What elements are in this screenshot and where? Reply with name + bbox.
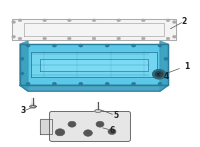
Circle shape (43, 19, 46, 22)
Circle shape (26, 82, 30, 85)
Text: 2: 2 (181, 17, 187, 26)
Circle shape (79, 82, 83, 85)
Circle shape (166, 37, 170, 40)
Circle shape (164, 57, 168, 60)
Circle shape (20, 57, 24, 60)
Circle shape (20, 72, 24, 75)
Circle shape (26, 44, 30, 47)
Circle shape (96, 121, 104, 127)
Circle shape (52, 82, 56, 85)
Circle shape (152, 69, 166, 79)
Circle shape (142, 19, 145, 22)
Circle shape (164, 72, 168, 75)
Polygon shape (20, 41, 28, 91)
Polygon shape (12, 19, 176, 40)
Circle shape (132, 44, 136, 47)
Circle shape (158, 82, 162, 85)
Circle shape (158, 44, 162, 47)
Polygon shape (40, 119, 52, 134)
Circle shape (105, 82, 109, 85)
Text: 1: 1 (184, 62, 190, 71)
Polygon shape (31, 52, 157, 77)
FancyBboxPatch shape (50, 111, 130, 141)
Circle shape (92, 37, 96, 40)
Polygon shape (40, 59, 148, 71)
Circle shape (55, 129, 65, 136)
Circle shape (92, 19, 96, 22)
Circle shape (117, 19, 120, 22)
Circle shape (157, 73, 161, 75)
Circle shape (79, 44, 83, 47)
Circle shape (155, 71, 163, 77)
Circle shape (18, 37, 22, 40)
Polygon shape (20, 85, 168, 91)
Circle shape (105, 44, 109, 47)
Polygon shape (160, 41, 168, 91)
Circle shape (12, 35, 15, 38)
Circle shape (43, 37, 46, 40)
Circle shape (52, 44, 56, 47)
Polygon shape (20, 44, 168, 85)
Circle shape (117, 37, 120, 40)
Circle shape (173, 21, 176, 23)
Circle shape (68, 19, 71, 22)
Circle shape (108, 129, 116, 135)
Circle shape (84, 130, 92, 136)
Circle shape (173, 35, 176, 38)
Circle shape (142, 37, 145, 40)
Polygon shape (31, 106, 35, 107)
Circle shape (68, 121, 76, 127)
Circle shape (18, 19, 22, 22)
Circle shape (166, 19, 170, 22)
Circle shape (12, 21, 15, 23)
Text: 5: 5 (113, 111, 119, 120)
Polygon shape (94, 110, 102, 112)
Circle shape (68, 37, 71, 40)
Text: 3: 3 (20, 106, 26, 116)
Polygon shape (29, 105, 37, 108)
Circle shape (132, 82, 136, 85)
Text: 4: 4 (163, 72, 169, 81)
Text: 6: 6 (109, 126, 115, 135)
